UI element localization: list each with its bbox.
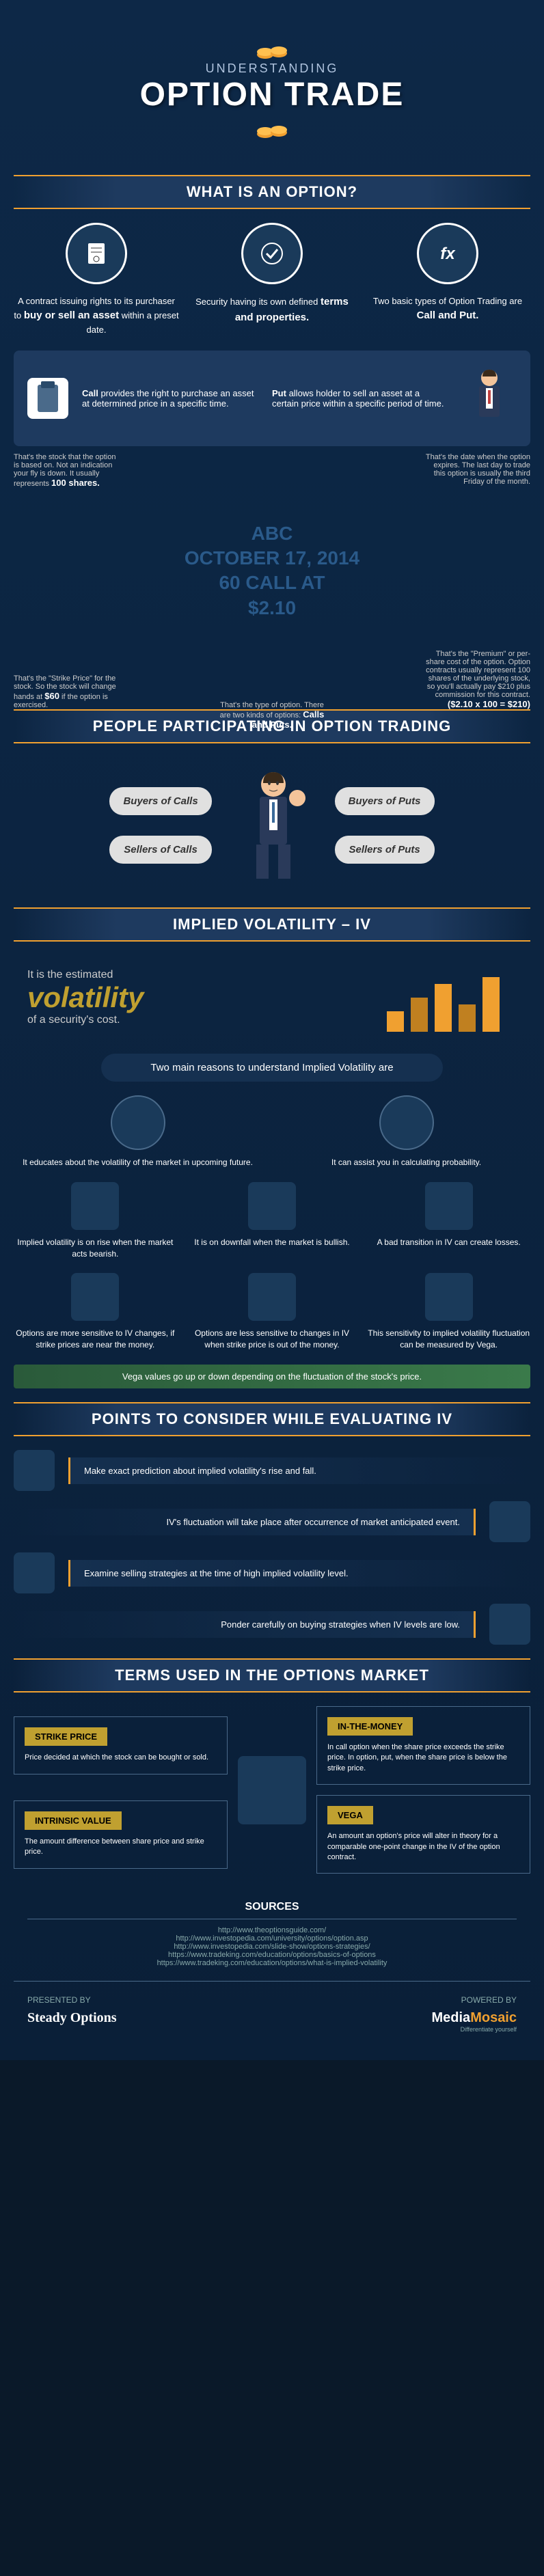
right-col: Buyers of Puts Sellers of Puts bbox=[335, 787, 435, 864]
source-url: https://www.tradeking.com/education/opti… bbox=[27, 1959, 517, 1967]
main-title: OPTION TRADE bbox=[14, 76, 530, 113]
iv-facts-row1: Implied volatility is on rise when the m… bbox=[14, 1182, 530, 1260]
reasons-row: It educates about the volatility of the … bbox=[14, 1095, 530, 1168]
fact-item: It is on downfall when the market is bul… bbox=[191, 1182, 354, 1260]
reason-1: It educates about the volatility of the … bbox=[14, 1095, 262, 1168]
types-icon: fx bbox=[417, 223, 478, 284]
laptop-icon bbox=[425, 1273, 473, 1321]
sources-section: SOURCES http://www.theoptionsguide.com/ … bbox=[14, 1887, 530, 1981]
chart-center-icon bbox=[238, 1756, 306, 1824]
contract-icon bbox=[66, 223, 127, 284]
term-vega: VEGA An amount an option's price will al… bbox=[316, 1795, 530, 1874]
term-strike: STRIKE PRICE Price decided at which the … bbox=[14, 1716, 228, 1774]
powered-by: POWERED BY MediaMosaic Differentiate you… bbox=[432, 1995, 517, 2033]
bull-icon bbox=[248, 1182, 296, 1230]
iv-headline: It is the estimated volatility of a secu… bbox=[27, 969, 359, 1026]
fact-item: Options are more sensitive to IV changes… bbox=[14, 1273, 177, 1351]
clock-icon bbox=[489, 1501, 530, 1542]
vega-note: Vega values go up or down depending on t… bbox=[14, 1365, 530, 1388]
participant-badge: Sellers of Puts bbox=[335, 836, 435, 864]
participant-badge: Buyers of Puts bbox=[335, 787, 435, 815]
participant-badge: Sellers of Calls bbox=[109, 836, 211, 864]
chart-down-icon bbox=[425, 1182, 473, 1230]
fact-item: Options are less sensitive to changes in… bbox=[191, 1273, 354, 1351]
point-2: IV's fluctuation will take place after o… bbox=[14, 1501, 530, 1542]
svg-text:fx: fx bbox=[440, 245, 456, 263]
item-text: Two basic types of Option Trading are Ca… bbox=[365, 294, 530, 323]
section-iv-header: IMPLIED VOLATILITY – IV bbox=[14, 907, 530, 942]
call-text: Call provides the right to purchase an a… bbox=[82, 388, 258, 409]
example-call: 60 CALL AT bbox=[137, 571, 407, 595]
annotation-strike: That's the "Strike Price" for the stock.… bbox=[14, 674, 123, 709]
annotation-premium: That's the "Premium" or per-share cost o… bbox=[421, 650, 530, 709]
what-is-item-2: Security having its own defined terms an… bbox=[189, 223, 355, 337]
participant-badge: Buyers of Calls bbox=[109, 787, 211, 815]
growth-icon bbox=[14, 1552, 55, 1593]
what-is-item-3: fx Two basic types of Option Trading are… bbox=[365, 223, 530, 337]
annotation-date: That's the date when the option expires.… bbox=[421, 453, 530, 486]
title-section: UNDERSTANDING OPTION TRADE bbox=[14, 14, 530, 161]
point-3: Examine selling strategies at the time o… bbox=[14, 1552, 530, 1593]
source-url: http://www.investopedia.com/slide-show/o… bbox=[27, 1943, 517, 1951]
terms-grid: STRIKE PRICE Price decided at which the … bbox=[14, 1706, 530, 1874]
section-terms-header: TERMS USED IN THE OPTIONS MARKET bbox=[14, 1658, 530, 1693]
section-title: WHAT IS AN OPTION? bbox=[21, 183, 523, 201]
reasons-intro: Two main reasons to understand Implied V… bbox=[101, 1054, 443, 1082]
gauge-icon bbox=[111, 1095, 165, 1150]
money-icon bbox=[71, 1273, 119, 1321]
put-text: Put allows holder to sell an asset at a … bbox=[272, 388, 448, 409]
fact-item: A bad transition in IV can create losses… bbox=[367, 1182, 530, 1260]
footer: PRESENTED BY Steady Options POWERED BY M… bbox=[14, 1981, 530, 2046]
chart-icon bbox=[14, 1450, 55, 1491]
left-col: Buyers of Calls Sellers of Calls bbox=[109, 787, 211, 864]
section-title: IMPLIED VOLATILITY – IV bbox=[21, 916, 523, 933]
section-title: POINTS TO CONSIDER WHILE EVALUATING IV bbox=[21, 1410, 523, 1428]
what-is-items: A contract issuing rights to its purchas… bbox=[14, 223, 530, 337]
clipboard-icon bbox=[27, 378, 68, 419]
example-date: OCTOBER 17, 2014 bbox=[137, 546, 407, 571]
section-what-is-header: WHAT IS AN OPTION? bbox=[14, 175, 530, 209]
infographic-container: UNDERSTANDING OPTION TRADE WHAT IS AN OP… bbox=[0, 0, 544, 2060]
coins-stack-icon bbox=[248, 1273, 296, 1321]
bear-icon bbox=[71, 1182, 119, 1230]
source-url: http://www.theoptionsguide.com/ bbox=[27, 1926, 517, 1934]
coins-icon-left bbox=[255, 34, 289, 61]
example-section: That's the stock that the option is base… bbox=[14, 467, 530, 689]
term-intrinsic: INTRINSIC VALUE The amount difference be… bbox=[14, 1800, 228, 1869]
item-text: A contract issuing rights to its purchas… bbox=[14, 294, 179, 337]
participants-row: Buyers of Calls Sellers of Calls Buyers … bbox=[14, 764, 530, 887]
example-ticker: ABC bbox=[137, 521, 407, 546]
annotation-stock: That's the stock that the option is base… bbox=[14, 453, 123, 488]
item-text: Security having its own defined terms an… bbox=[189, 294, 355, 325]
businessman-center-icon bbox=[232, 764, 314, 887]
fact-item: Implied volatility is on rise when the m… bbox=[14, 1182, 177, 1260]
source-url: http://www.investopedia.com/university/o… bbox=[27, 1934, 517, 1943]
subtitle: UNDERSTANDING bbox=[14, 61, 530, 76]
source-url: https://www.tradeking.com/education/opti… bbox=[27, 1951, 517, 1959]
reason-2: It can assist you in calculating probabi… bbox=[282, 1095, 530, 1168]
what-is-item-1: A contract issuing rights to its purchas… bbox=[14, 223, 179, 337]
calculator-icon bbox=[379, 1095, 434, 1150]
term-itm: IN-THE-MONEY In call option when the sha… bbox=[316, 1706, 530, 1785]
businessman-icon bbox=[462, 364, 517, 433]
point-4: Ponder carefully on buying strategies wh… bbox=[14, 1604, 530, 1645]
example-price: $2.10 bbox=[137, 596, 407, 620]
iv-facts-row2: Options are more sensitive to IV changes… bbox=[14, 1273, 530, 1351]
security-icon bbox=[241, 223, 303, 284]
point-1: Make exact prediction about implied vola… bbox=[14, 1450, 530, 1491]
candle-icon bbox=[489, 1604, 530, 1645]
bar-chart-icon bbox=[380, 957, 517, 1039]
annotation-type: That's the type of option. There are two… bbox=[217, 701, 327, 730]
presented-by: PRESENTED BY Steady Options bbox=[27, 1995, 117, 2033]
coins-icon-right bbox=[255, 113, 289, 141]
call-put-box: Call provides the right to purchase an a… bbox=[14, 351, 530, 446]
sources-title: SOURCES bbox=[27, 1901, 517, 1919]
section-title: TERMS USED IN THE OPTIONS MARKET bbox=[21, 1667, 523, 1684]
fact-item: This sensitivity to implied volatility f… bbox=[367, 1273, 530, 1351]
section-points-header: POINTS TO CONSIDER WHILE EVALUATING IV bbox=[14, 1402, 530, 1436]
